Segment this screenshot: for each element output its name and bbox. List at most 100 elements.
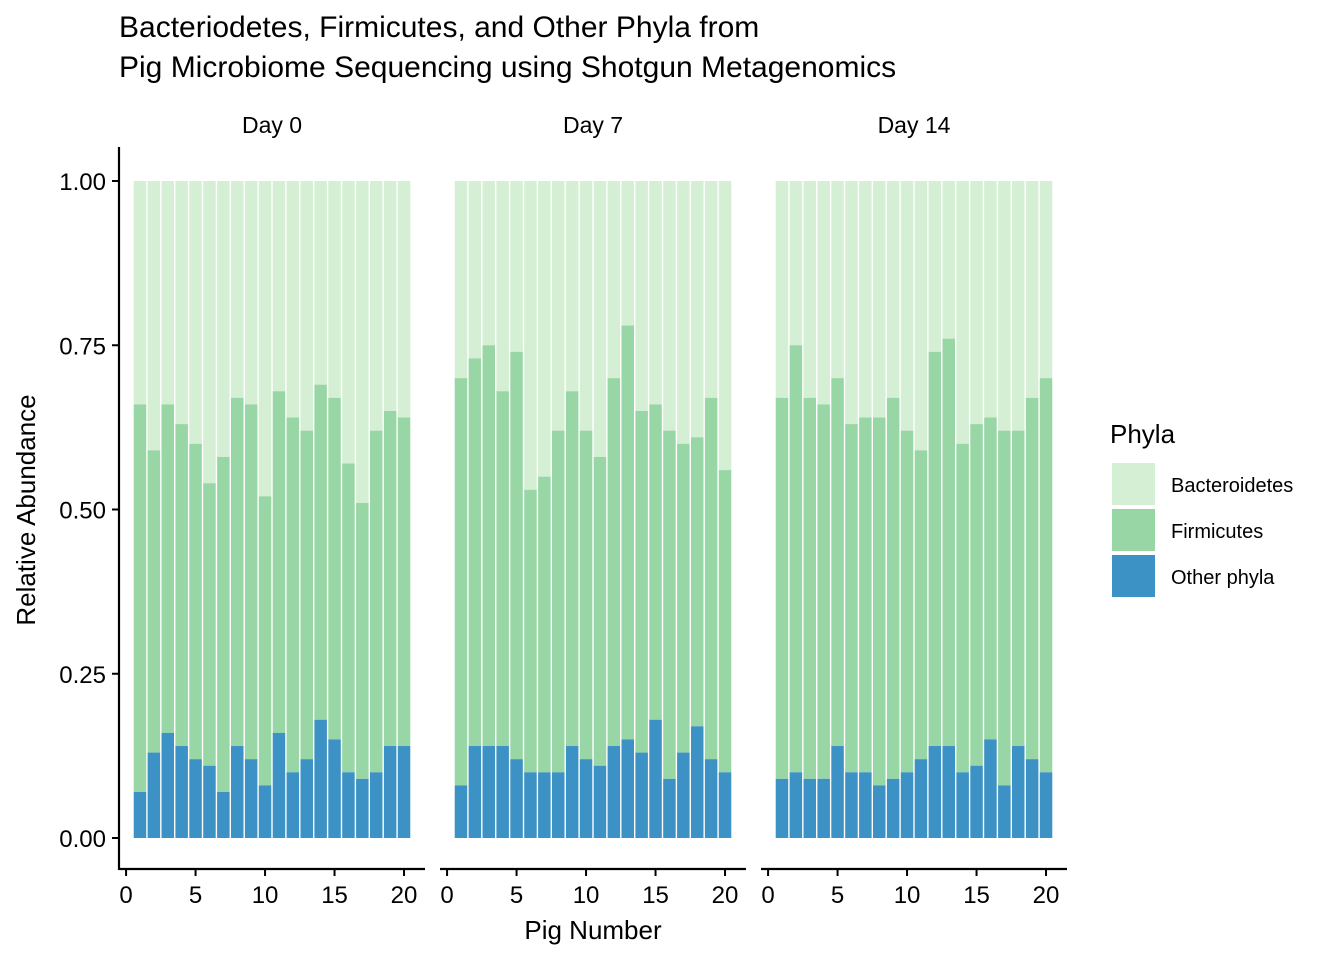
y-axis: 0.00 0.25 0.50 0.75 1.00 xyxy=(59,147,121,870)
x-tick-label: 20 xyxy=(391,882,418,909)
bar-bacteroidetes-pig-20 xyxy=(1039,181,1053,379)
bar-firmicutes-pig-11 xyxy=(593,456,607,766)
bar-bacteroidetes-pig-20 xyxy=(718,181,732,471)
bar-other-phyla-pig-15 xyxy=(970,765,983,838)
bar-firmicutes-pig-20 xyxy=(1039,378,1053,773)
bar-firmicutes-pig-17 xyxy=(677,443,690,753)
bar-other-phyla-pig-3 xyxy=(161,732,175,838)
bar-bacteroidetes-pig-8 xyxy=(231,181,244,398)
bar-firmicutes-pig-7 xyxy=(538,476,551,773)
bar-other-phyla-pig-1 xyxy=(775,778,789,838)
bar-bacteroidetes-pig-13 xyxy=(300,181,313,431)
x-tick-label: 15 xyxy=(642,882,669,909)
bar-firmicutes-pig-18 xyxy=(369,430,383,773)
bar-bacteroidetes-pig-6 xyxy=(203,181,216,484)
facet-panels: Day 0 0 5 10 15 20 Day 7 0 5 10 15 20 Day 14 0 5 10 15 20 xyxy=(119,112,1067,909)
x-tick-label: 5 xyxy=(510,882,523,909)
bar-other-phyla-pig-4 xyxy=(496,746,509,838)
legend-swatch-firmicutes xyxy=(1112,509,1155,551)
facet-day-7: Day 7 0 5 10 15 20 xyxy=(440,112,746,909)
y-tick-label: 1.00 xyxy=(59,169,106,196)
bar-bacteroidetes-pig-12 xyxy=(928,181,942,352)
bar-firmicutes-pig-14 xyxy=(956,443,969,773)
bar-firmicutes-pig-5 xyxy=(510,351,523,760)
bar-firmicutes-pig-9 xyxy=(886,397,900,779)
bar-bacteroidetes-pig-3 xyxy=(803,181,817,398)
bar-firmicutes-pig-6 xyxy=(524,489,537,773)
bar-firmicutes-pig-4 xyxy=(817,404,830,779)
bar-other-phyla-pig-18 xyxy=(690,726,704,838)
bar-bacteroidetes-pig-9 xyxy=(565,181,579,392)
bar-bacteroidetes-pig-16 xyxy=(342,181,355,464)
bar-other-phyla-pig-15 xyxy=(649,719,662,838)
bar-firmicutes-pig-2 xyxy=(468,358,482,747)
bar-other-phyla-pig-4 xyxy=(175,746,188,838)
bar-bacteroidetes-pig-15 xyxy=(970,181,983,425)
bar-bacteroidetes-pig-6 xyxy=(845,181,858,425)
bar-firmicutes-pig-15 xyxy=(328,397,341,740)
bar-other-phyla-pig-19 xyxy=(383,746,397,838)
bar-bacteroidetes-pig-19 xyxy=(704,181,718,398)
legend: Phyla Bacteroidetes Firmicutes Other phyla xyxy=(1110,419,1293,597)
bar-bacteroidetes-pig-14 xyxy=(635,181,648,411)
legend-title: Phyla xyxy=(1110,419,1176,449)
bar-firmicutes-pig-16 xyxy=(342,463,355,773)
bar-firmicutes-pig-18 xyxy=(690,437,704,727)
bar-firmicutes-pig-6 xyxy=(203,483,216,766)
bar-other-phyla-pig-18 xyxy=(1011,746,1025,838)
bar-bacteroidetes-pig-20 xyxy=(397,181,411,418)
bar-other-phyla-pig-13 xyxy=(621,739,634,838)
bar-bacteroidetes-pig-2 xyxy=(147,181,161,451)
x-tick-label: 15 xyxy=(321,882,348,909)
bar-other-phyla-pig-19 xyxy=(1025,759,1039,838)
bar-bacteroidetes-pig-13 xyxy=(942,181,955,339)
bar-bacteroidetes-pig-18 xyxy=(1011,181,1025,431)
bar-other-phyla-pig-4 xyxy=(817,778,830,838)
bar-firmicutes-pig-12 xyxy=(928,351,942,747)
bar-firmicutes-pig-17 xyxy=(356,502,369,779)
bar-firmicutes-pig-16 xyxy=(984,417,997,740)
facet-day-0: Day 0 0 5 10 15 20 xyxy=(119,112,425,909)
x-tick-label: 10 xyxy=(573,882,600,909)
bar-other-phyla-pig-18 xyxy=(369,772,383,838)
bar-firmicutes-pig-12 xyxy=(607,378,621,747)
y-tick-label: 0.75 xyxy=(59,333,106,360)
bar-other-phyla-pig-7 xyxy=(538,772,551,838)
bar-other-phyla-pig-7 xyxy=(859,772,872,838)
bar-other-phyla-pig-12 xyxy=(607,746,621,838)
bar-bacteroidetes-pig-4 xyxy=(175,181,188,425)
chart-title-line-1: Bacteriodetes, Firmicutes, and Other Phy… xyxy=(119,11,759,44)
x-tick-label: 10 xyxy=(894,882,921,909)
x-tick-label: 20 xyxy=(712,882,739,909)
bar-firmicutes-pig-11 xyxy=(272,391,286,733)
bar-other-phyla-pig-20 xyxy=(397,746,411,838)
bar-other-phyla-pig-9 xyxy=(244,759,258,838)
bar-other-phyla-pig-20 xyxy=(1039,772,1053,838)
facet-label: Day 0 xyxy=(242,112,302,138)
x-tick-label: 20 xyxy=(1033,882,1060,909)
bar-other-phyla-pig-11 xyxy=(272,732,286,838)
y-axis-title: Relative Abundance xyxy=(11,394,41,625)
bar-bacteroidetes-pig-19 xyxy=(1025,181,1039,398)
bar-firmicutes-pig-10 xyxy=(579,430,593,760)
y-tick-label: 0.25 xyxy=(59,662,106,689)
bar-other-phyla-pig-2 xyxy=(789,772,803,838)
bar-firmicutes-pig-13 xyxy=(621,325,634,740)
bar-firmicutes-pig-15 xyxy=(970,424,983,766)
bar-bacteroidetes-pig-5 xyxy=(831,181,844,379)
bar-firmicutes-pig-5 xyxy=(831,378,844,747)
bar-other-phyla-pig-10 xyxy=(579,759,593,838)
legend-label-firmicutes: Firmicutes xyxy=(1171,521,1263,543)
bar-firmicutes-pig-4 xyxy=(175,424,188,747)
x-tick-label: 0 xyxy=(119,882,132,909)
bar-firmicutes-pig-19 xyxy=(704,397,718,760)
bar-firmicutes-pig-3 xyxy=(803,397,817,779)
x-tick-label: 15 xyxy=(963,882,990,909)
bar-firmicutes-pig-13 xyxy=(942,338,955,747)
bar-firmicutes-pig-5 xyxy=(189,443,202,760)
bar-bacteroidetes-pig-11 xyxy=(914,181,928,451)
bar-firmicutes-pig-8 xyxy=(873,417,886,786)
bar-other-phyla-pig-6 xyxy=(524,772,537,838)
bar-firmicutes-pig-12 xyxy=(286,417,300,773)
